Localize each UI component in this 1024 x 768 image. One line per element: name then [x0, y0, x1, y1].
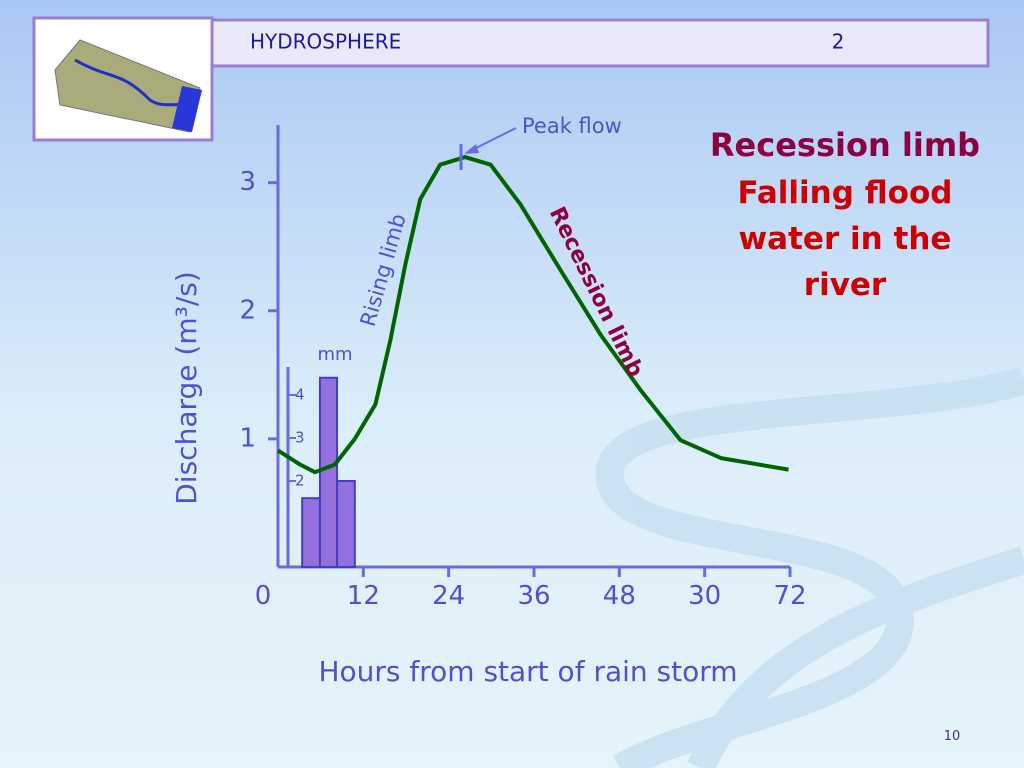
annotation: Peak flow — [522, 114, 622, 138]
y-tick-label: 2 — [239, 295, 256, 325]
annotation: Recession limb — [544, 203, 648, 381]
x-tick-label: 0 — [255, 581, 272, 611]
header-number: 2 — [832, 30, 845, 54]
x-tick-label: 24 — [432, 581, 465, 611]
rain-bar — [336, 479, 356, 568]
rain-tick-label: 4 — [295, 385, 305, 403]
y-tick-label: 1 — [239, 423, 256, 453]
header-title: HYDROSPHERE — [250, 30, 401, 54]
rain-bar — [318, 376, 339, 568]
x-tick-label: 72 — [773, 581, 806, 611]
background-swirls — [595, 366, 1024, 768]
x-tick-label: 36 — [517, 581, 550, 611]
x-tick-label: 48 — [603, 581, 636, 611]
discharge-line — [276, 155, 789, 475]
side-body: Falling flood water in the river — [737, 175, 953, 303]
y-tick-label: 3 — [239, 167, 256, 197]
x-tick-label: 12 — [347, 581, 380, 611]
side-heading: Recession limb — [709, 126, 981, 164]
y-axis-label: Discharge (m³/s) — [170, 271, 203, 505]
slide-number: 10 — [944, 729, 961, 744]
peak-arrowhead — [464, 144, 479, 154]
x-tick-label: 30 — [688, 581, 721, 611]
rain-tick-label: 3 — [295, 428, 305, 446]
river-thumbnail — [54, 39, 202, 133]
x-axis-label: Hours from start of rain storm — [318, 655, 737, 688]
side-text: Recession limb Falling flood water in th… — [690, 126, 1000, 308]
rain-tick-label: 2 — [295, 471, 305, 489]
header-bar — [210, 18, 990, 68]
rain-bar — [301, 497, 321, 569]
rain-unit-label: mm — [317, 344, 352, 365]
